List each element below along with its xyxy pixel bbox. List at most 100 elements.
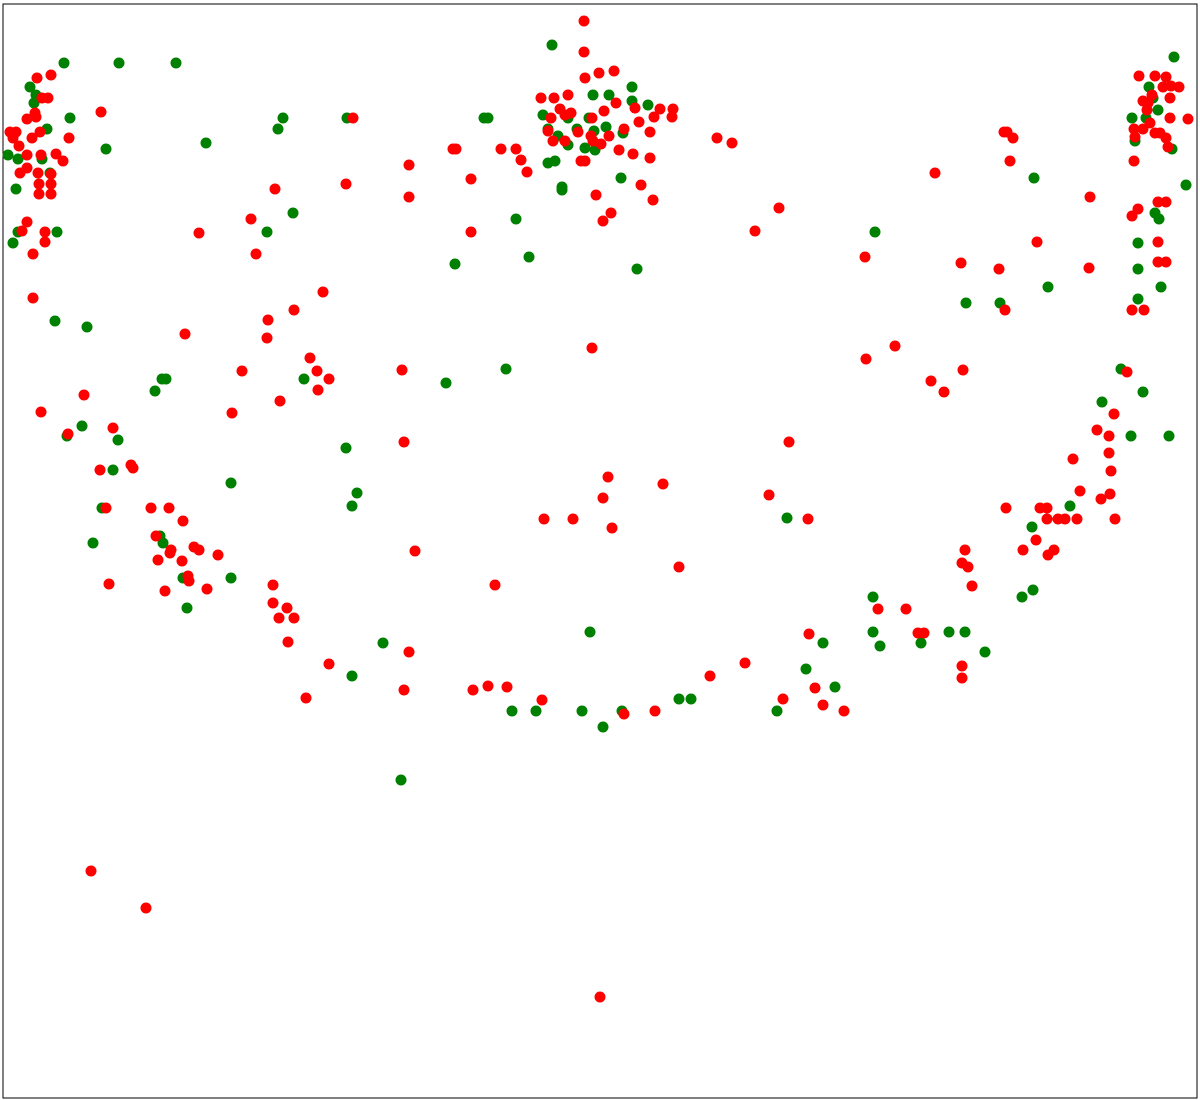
scatter-point-series-1-175 xyxy=(159,585,171,597)
scatter-point-series-0-52 xyxy=(449,258,461,270)
scatter-point-series-0-121 xyxy=(1125,430,1137,442)
scatter-point-series-1-59 xyxy=(559,135,571,147)
scatter-point-series-1-88 xyxy=(597,215,609,227)
scatter-point-series-1-156 xyxy=(94,464,106,476)
scatter-point-series-1-205 xyxy=(802,513,814,525)
scatter-point-series-1-240 xyxy=(1041,513,1053,525)
scatter-point-series-0-65 xyxy=(1132,237,1144,249)
scatter-point-series-1-19 xyxy=(33,178,45,190)
scatter-point-series-1-242 xyxy=(1059,513,1071,525)
scatter-point-series-0-28 xyxy=(626,81,638,93)
scatter-point-series-1-212 xyxy=(889,340,901,352)
scatter-point-series-1-115 xyxy=(1128,123,1140,135)
scatter-point-series-1-245 xyxy=(1030,534,1042,546)
scatter-point-series-1-127 xyxy=(1152,236,1164,248)
scatter-point-series-0-2 xyxy=(170,57,182,69)
scatter-point-series-1-37 xyxy=(250,248,262,260)
scatter-point-series-1-47 xyxy=(495,143,507,155)
scatter-point-series-1-195 xyxy=(657,478,669,490)
scatter-point-series-1-225 xyxy=(956,672,968,684)
scatter-point-series-0-104 xyxy=(673,693,685,705)
scatter-point-series-1-148 xyxy=(226,407,238,419)
scatter-point-series-1-243 xyxy=(1071,513,1083,525)
scatter-point-series-1-90 xyxy=(711,132,723,144)
scatter-point-series-1-112 xyxy=(1141,104,1153,116)
scatter-point-series-0-72 xyxy=(960,297,972,309)
scatter-point-series-0-90 xyxy=(225,477,237,489)
scatter-point-series-1-13 xyxy=(35,149,47,161)
scatter-point-series-1-93 xyxy=(749,225,761,237)
scatter-point-series-1-220 xyxy=(900,603,912,615)
scatter-point-series-1-121 xyxy=(1182,113,1194,125)
scatter-point-series-0-64 xyxy=(1153,213,1165,225)
scatter-point-series-1-105 xyxy=(1173,81,1185,93)
scatter-point-series-1-238 xyxy=(1041,502,1053,514)
scatter-point-series-1-103 xyxy=(1083,262,1095,274)
scatter-point-series-1-97 xyxy=(1004,155,1016,167)
scatter-point-series-1-68 xyxy=(666,111,678,123)
scatter-point-series-1-22 xyxy=(45,188,57,200)
scatter-point-series-1-196 xyxy=(673,561,685,573)
scatter-point-series-1-66 xyxy=(654,103,666,115)
scatter-point-series-1-91 xyxy=(726,137,738,149)
scatter-point-series-0-119 xyxy=(1096,396,1108,408)
scatter-point-series-1-67 xyxy=(667,103,679,115)
scatter-point-series-1-129 xyxy=(1160,256,1172,268)
scatter-point-series-1-51 xyxy=(535,92,547,104)
scatter-point-series-0-94 xyxy=(346,500,358,512)
scatter-point-series-1-16 xyxy=(32,167,44,179)
scatter-point-series-0-113 xyxy=(874,640,886,652)
scatter-point-series-1-21 xyxy=(45,178,57,190)
scatter-point-series-0-1 xyxy=(113,57,125,69)
scatter-point-series-1-32 xyxy=(39,236,51,248)
scatter-point-series-1-176 xyxy=(267,579,279,591)
scatter-point-series-1-44 xyxy=(450,143,462,155)
scatter-point-series-0-3 xyxy=(546,39,558,51)
scatter-point-series-0-30 xyxy=(642,99,654,111)
scatter-point-series-0-15 xyxy=(51,226,63,238)
scatter-point-series-1-134 xyxy=(1164,112,1176,124)
scatter-point-series-0-75 xyxy=(160,373,172,385)
scatter-point-series-0-116 xyxy=(959,626,971,638)
scatter-point-series-0-120 xyxy=(1137,386,1149,398)
scatter-point-series-0-97 xyxy=(346,670,358,682)
scatter-point-series-1-17 xyxy=(45,168,57,180)
scatter-point-series-1-152 xyxy=(35,406,47,418)
scatter-point-series-1-82 xyxy=(610,97,622,109)
scatter-point-series-1-31 xyxy=(27,248,39,260)
scatter-point-series-1-219 xyxy=(966,580,978,592)
scatter-point-series-0-11 xyxy=(12,153,24,165)
scatter-point-series-1-130 xyxy=(1126,304,1138,316)
scatter-point-series-0-17 xyxy=(81,321,93,333)
scatter-point-series-0-125 xyxy=(1016,591,1028,603)
scatter-point-series-1-250 xyxy=(594,991,606,1003)
scatter-point-series-0-57 xyxy=(1152,104,1164,116)
scatter-point-series-1-201 xyxy=(704,670,716,682)
scatter-point-series-1-247 xyxy=(1048,544,1060,556)
scatter-point-series-0-91 xyxy=(225,572,237,584)
data-points xyxy=(2,15,1194,1003)
scatter-point-series-1-92 xyxy=(773,202,785,214)
scatter-point-series-1-214 xyxy=(938,386,950,398)
scatter-point-series-1-71 xyxy=(633,116,645,128)
scatter-point-series-1-209 xyxy=(817,699,829,711)
scatter-point-series-1-33 xyxy=(27,292,39,304)
scatter-point-series-0-85 xyxy=(87,537,99,549)
scatter-point-series-1-179 xyxy=(281,602,293,614)
scatter-point-series-0-93 xyxy=(351,487,363,499)
scatter-point-series-1-190 xyxy=(538,513,550,525)
scatter-point-series-1-191 xyxy=(567,513,579,525)
scatter-point-series-1-104 xyxy=(999,304,1011,316)
scatter-point-series-1-142 xyxy=(236,365,248,377)
scatter-point-series-1-223 xyxy=(912,627,924,639)
scatter-point-series-1-39 xyxy=(340,178,352,190)
scatter-point-series-1-74 xyxy=(585,130,597,142)
scatter-point-series-0-89 xyxy=(181,602,193,614)
scatter-point-series-0-100 xyxy=(530,705,542,717)
scatter-point-series-0-50 xyxy=(510,213,522,225)
scatter-point-series-0-22 xyxy=(272,123,284,135)
scatter-point-series-1-98 xyxy=(1084,191,1096,203)
scatter-point-series-1-233 xyxy=(1074,485,1086,497)
scatter-point-series-0-69 xyxy=(1028,172,1040,184)
scatter-point-series-1-48 xyxy=(510,143,522,155)
